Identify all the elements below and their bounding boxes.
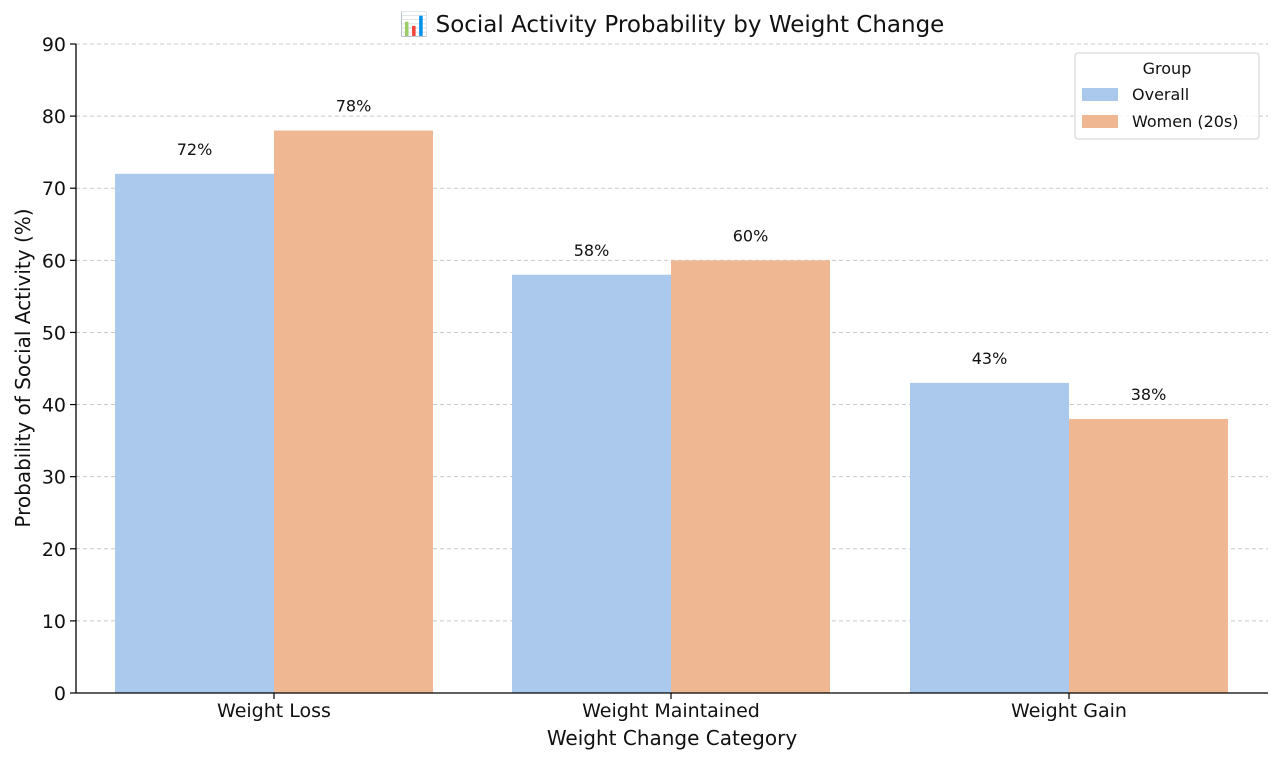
x-tick-labels: Weight Loss Weight Maintained Weight Gain: [217, 693, 1127, 722]
y-tick-label: 80: [42, 106, 66, 128]
chart-title: 📊 Social Activity Probability by Weight …: [400, 11, 945, 38]
x-tick-label: Weight Gain: [1011, 700, 1127, 722]
x-tick-label: Weight Loss: [217, 700, 331, 722]
data-label: 60%: [733, 226, 769, 245]
legend-label-women-20s: Women (20s): [1132, 112, 1239, 131]
y-tick-label: 20: [42, 539, 66, 561]
data-label: 38%: [1131, 385, 1167, 404]
y-tick-label: 10: [42, 611, 66, 633]
y-tick-label: 90: [42, 34, 66, 56]
legend-swatch-overall: [1082, 88, 1118, 101]
data-label: 43%: [972, 349, 1008, 368]
y-tick-label: 0: [54, 683, 66, 705]
bars: [115, 130, 1228, 694]
y-axis-label: Probability of Social Activity (%): [11, 208, 35, 527]
y-tick-label: 50: [42, 322, 66, 344]
y-tick-label: 70: [42, 178, 66, 200]
legend-label-overall: Overall: [1132, 85, 1189, 104]
x-axis-label: Weight Change Category: [547, 726, 797, 750]
bar-women-20s: [274, 130, 433, 694]
legend: Group Overall Women (20s): [1074, 52, 1260, 140]
bar-women-20s: [1069, 418, 1228, 693]
legend-title: Group: [1143, 59, 1192, 78]
data-label: 72%: [177, 140, 213, 159]
bar-overall: [115, 173, 274, 694]
data-labels: 72% 58% 43% 78% 60% 38%: [177, 97, 1167, 404]
x-tick-label: Weight Maintained: [582, 700, 760, 722]
legend-swatch-women-20s: [1082, 115, 1118, 128]
bar-women-20s: [671, 260, 830, 693]
data-label: 58%: [574, 241, 610, 260]
bar-overall: [910, 382, 1069, 693]
y-tick-labels: 0 10 20 30 40 50 60 70 80 90: [42, 34, 76, 705]
data-label: 78%: [336, 97, 372, 116]
y-tick-label: 60: [42, 250, 66, 272]
legend-frame: [1074, 52, 1260, 140]
y-tick-label: 30: [42, 467, 66, 489]
bar-overall: [512, 274, 671, 693]
y-tick-label: 40: [42, 395, 66, 417]
